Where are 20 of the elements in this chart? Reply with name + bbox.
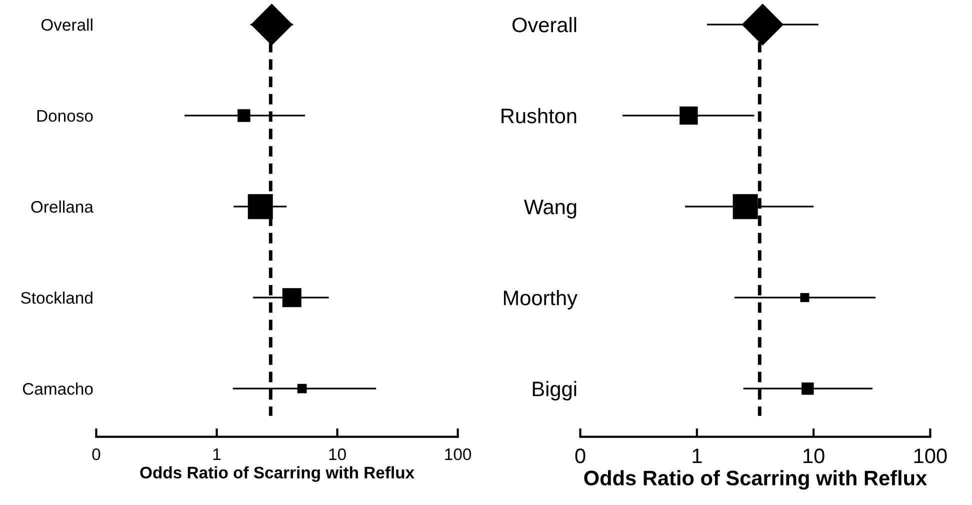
x-tick-label: 100 xyxy=(445,448,472,460)
y-tick-label: Overall xyxy=(512,17,576,32)
x-tick-label: 1 xyxy=(692,448,702,464)
x-tick-label: 1 xyxy=(213,448,221,460)
y-tick-label: Donoso xyxy=(37,110,93,122)
x-tick-label: 10 xyxy=(329,448,346,460)
x-tick-label: 10 xyxy=(804,448,824,464)
y-tick-label: Wang xyxy=(524,200,576,218)
y-tick-label: Biggi xyxy=(532,381,576,400)
x-tick-label: 100 xyxy=(914,448,947,464)
y-tick-label: Stockland xyxy=(21,292,92,304)
x-tick-label: 0 xyxy=(575,448,586,464)
y-tick-label: Overall xyxy=(41,18,92,31)
y-tick-label: Orellana xyxy=(31,200,94,213)
y-tick-label: Camacho xyxy=(22,382,93,395)
x-axis-title: Odds Ratio of Scarring with Reflux xyxy=(584,470,927,490)
x-axis-title: Odds Ratio of Scarring with Reflux xyxy=(140,466,414,482)
y-tick-label: Moorthy xyxy=(504,290,578,310)
y-tick-label: Rushton xyxy=(502,108,576,124)
x-tick-label: 0 xyxy=(92,448,100,460)
